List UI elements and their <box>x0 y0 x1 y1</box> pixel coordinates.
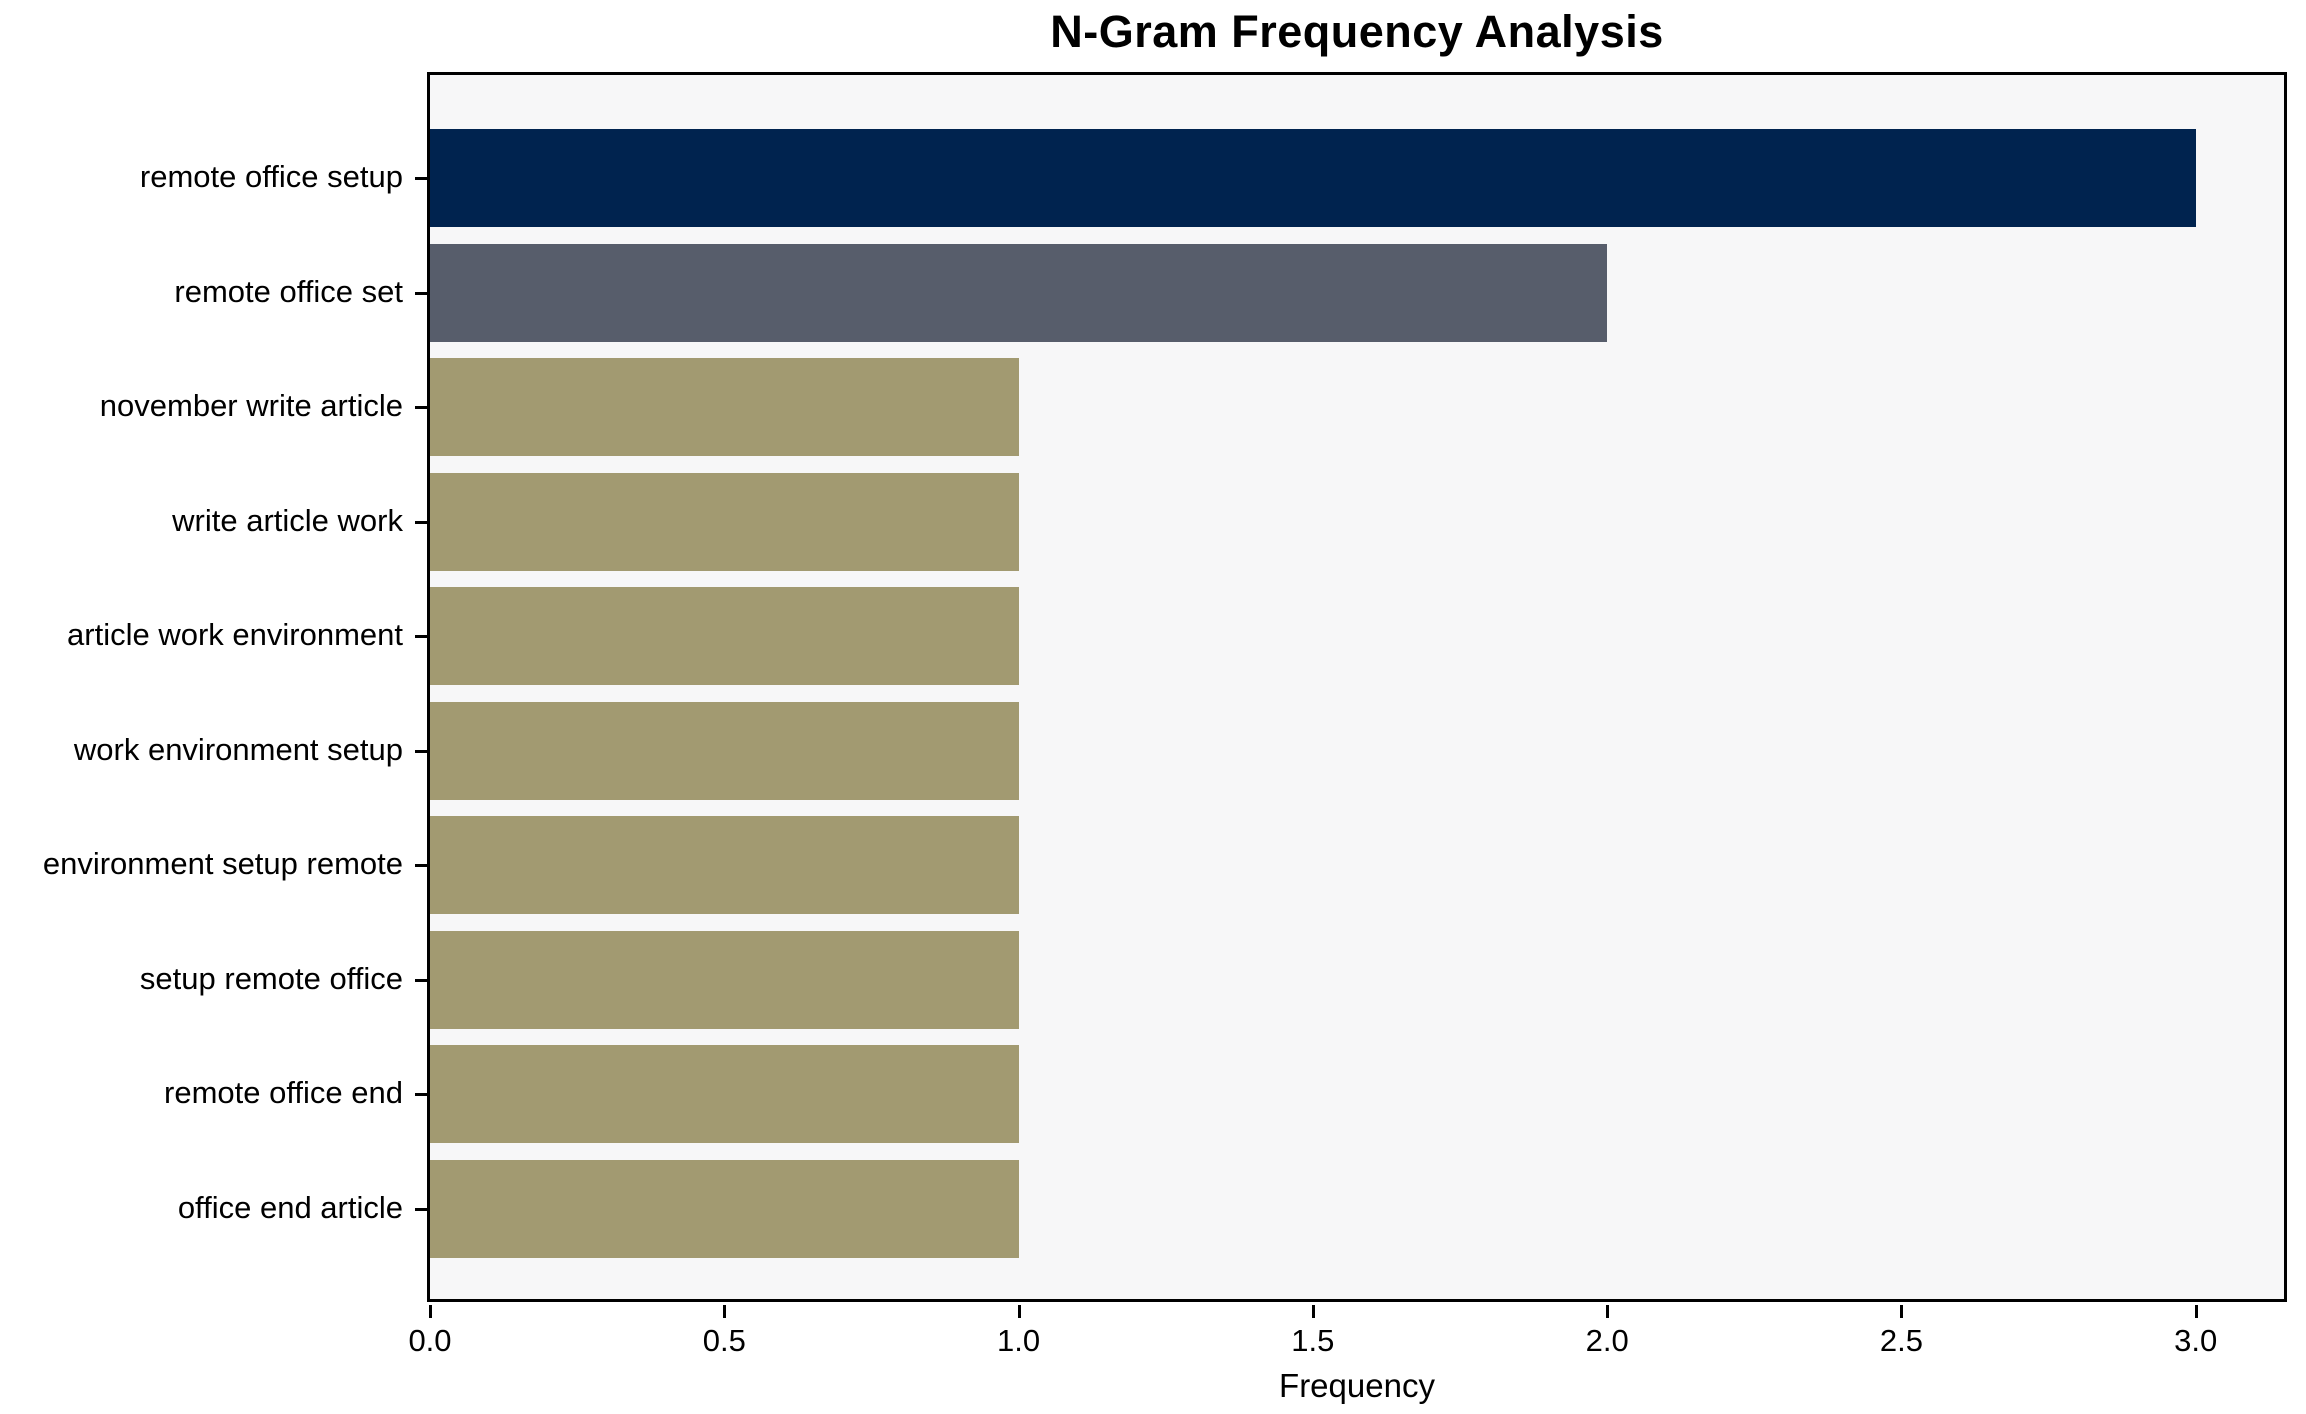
y-tick-mark <box>415 177 427 180</box>
y-tick-label: remote office set <box>174 273 403 309</box>
x-tick-mark <box>2194 1305 2198 1318</box>
x-tick-mark <box>429 1305 432 1318</box>
plot-area <box>427 72 2287 1302</box>
x-tick-label: 0.5 <box>702 1323 746 1358</box>
y-tick-mark <box>415 1093 427 1097</box>
x-tick-mark <box>1017 1305 1021 1318</box>
x-tick-mark <box>723 1305 727 1318</box>
bar <box>430 587 1019 686</box>
y-tick-label: work environment setup <box>73 731 403 767</box>
y-tick-label: remote office setup <box>139 159 403 194</box>
bar <box>430 243 1608 342</box>
y-tick-label: environment setup remote <box>42 846 403 882</box>
x-tick-label: 2.0 <box>1585 1323 1629 1358</box>
x-tick-mark <box>1311 1305 1315 1318</box>
y-tick-mark <box>415 749 427 753</box>
y-tick-label: november write article <box>99 388 403 424</box>
y-tick-mark <box>415 1208 427 1211</box>
x-tick-label: 1.0 <box>997 1323 1041 1358</box>
bar <box>430 1160 1019 1258</box>
y-tick-mark <box>415 978 427 982</box>
x-axis-title: Frequency <box>1279 1367 1435 1404</box>
bar <box>430 1045 1019 1144</box>
y-tick-mark <box>415 635 427 639</box>
x-tick-mark <box>1606 1305 1610 1318</box>
y-tick-label: write article work <box>172 502 403 538</box>
y-tick-label: office end article <box>177 1190 403 1225</box>
x-tick-label: 2.5 <box>1879 1323 1923 1358</box>
bar <box>430 816 1019 915</box>
bar <box>430 358 1019 457</box>
y-tick-mark <box>415 406 427 410</box>
chart-title: N-Gram Frequency Analysis <box>1050 6 1664 57</box>
x-tick-mark <box>1900 1305 1904 1318</box>
y-tick-label: article work environment <box>67 617 403 653</box>
bar <box>430 930 1019 1029</box>
y-tick-mark <box>415 291 427 295</box>
x-tick-label: 3.0 <box>2174 1323 2218 1358</box>
x-tick-label: 0.0 <box>408 1323 452 1358</box>
y-tick-label: setup remote office <box>139 960 403 996</box>
y-tick-mark <box>415 864 427 868</box>
bar <box>430 472 1019 571</box>
y-tick-mark <box>415 520 427 524</box>
bar <box>430 701 1019 800</box>
x-tick-label: 1.5 <box>1291 1323 1335 1358</box>
y-tick-label: remote office end <box>164 1075 403 1111</box>
bar <box>430 129 2196 227</box>
